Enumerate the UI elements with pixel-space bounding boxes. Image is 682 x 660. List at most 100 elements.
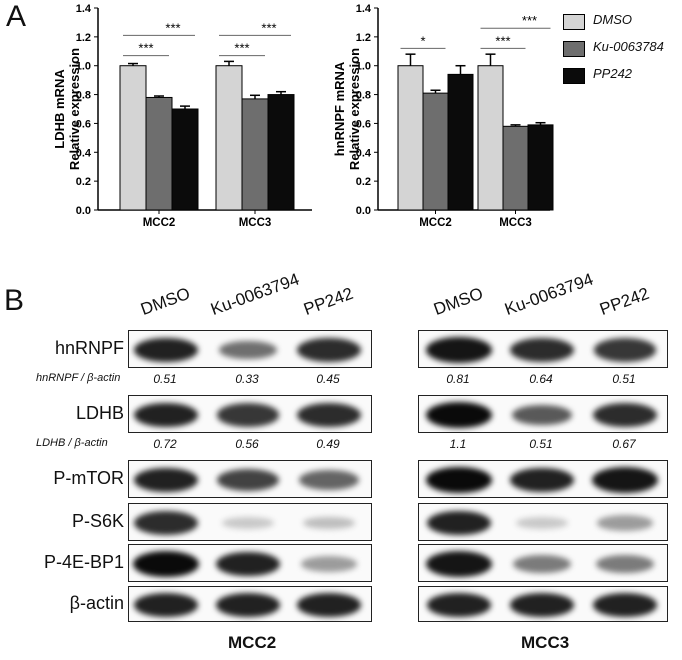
- bar: [171, 108, 199, 211]
- cell-line-label: MCC2: [228, 633, 277, 652]
- y-tick-label: 1.4: [356, 3, 372, 15]
- y-tick-label: 1.0: [356, 61, 371, 73]
- blot-strip: [128, 544, 372, 582]
- y-tick-label: 1.4: [76, 3, 92, 15]
- blot-strip: [128, 330, 372, 368]
- significance-label: ***: [495, 33, 510, 48]
- blot-band: [511, 404, 573, 426]
- ratio-value: 0.51: [612, 372, 636, 386]
- blot-band: [217, 468, 279, 492]
- blot-band: [509, 467, 575, 493]
- blot-strip: [418, 330, 668, 368]
- blot-band: [426, 510, 492, 536]
- ratio-label: LDHB / β-actin: [36, 437, 108, 449]
- x-category-label: MCC3: [499, 217, 532, 229]
- blot-band: [426, 551, 492, 577]
- y-tick-label: 0.6: [76, 118, 91, 130]
- column-header: DMSO: [431, 283, 486, 320]
- blot-band: [133, 402, 199, 428]
- bar: [267, 94, 295, 211]
- column-header: Ku-0063794: [208, 269, 302, 320]
- ratio-value: 0.72: [153, 437, 177, 451]
- y-tick-label: 0.4: [76, 147, 92, 159]
- blot-band: [426, 466, 492, 494]
- significance-label: ***: [261, 20, 276, 35]
- legend-swatch-pp242: [563, 68, 585, 84]
- blot-band: [297, 337, 361, 362]
- blot-band: [133, 593, 199, 617]
- y-tick-label: 1.0: [76, 61, 91, 73]
- ratio-value: 0.51: [153, 372, 177, 386]
- bar: [119, 65, 147, 211]
- ldhb-mrna-chart: LDHB mRNA Relative expression 0.0 0.2 0.4 0.6…: [52, 3, 312, 229]
- column-header: Ku-0063794: [502, 269, 596, 320]
- blot-row-label: LDHB: [75, 403, 124, 423]
- blot-band: [592, 467, 658, 493]
- legend-label-ku: Ku-0063784: [593, 39, 664, 54]
- ratio-value: 0.67: [612, 437, 636, 451]
- blot-band: [597, 515, 653, 531]
- bar: [145, 96, 173, 211]
- blot-band: [426, 337, 492, 363]
- blot-strip: [128, 586, 372, 622]
- blot-strip: [128, 460, 372, 498]
- y-tick-label: 0.8: [356, 90, 371, 102]
- blot-band: [426, 401, 492, 429]
- y-axis-label-line1: hnRNPF mRNA: [332, 61, 347, 156]
- bar: [527, 124, 554, 211]
- blot-band: [593, 402, 657, 427]
- bar: [502, 125, 529, 211]
- blot-row-label: β-actin: [69, 593, 124, 613]
- blot-band: [133, 550, 199, 578]
- blot-band: [509, 593, 575, 617]
- bar: [397, 65, 424, 211]
- blot-band: [426, 593, 492, 617]
- blot-band: [301, 556, 357, 572]
- ratio-label: hnRNPF / β-actin: [36, 372, 121, 384]
- blot-band: [593, 338, 657, 362]
- ratio-value: 0.64: [529, 372, 553, 386]
- blot-band: [302, 516, 356, 530]
- blot-band: [513, 554, 571, 574]
- blot-band: [296, 593, 362, 617]
- blot-band: [215, 551, 281, 577]
- bar: [477, 65, 504, 211]
- blot-band: [299, 470, 359, 490]
- blot-band: [222, 516, 274, 530]
- y-tick-label: 1.2: [76, 32, 91, 44]
- blot-strip: [128, 503, 372, 541]
- x-category-label: MCC2: [143, 217, 176, 229]
- blot-band: [218, 340, 278, 360]
- panel-b-letter: B: [4, 284, 25, 317]
- y-axis-label-line1: LDHB mRNA: [52, 69, 67, 149]
- y-tick-label: 0.6: [356, 118, 371, 130]
- significance-label: ***: [522, 13, 537, 28]
- blot-band: [297, 402, 361, 427]
- blot-band: [516, 516, 568, 530]
- column-header: PP242: [301, 283, 356, 320]
- blot-band: [510, 337, 574, 362]
- blot-strip: [418, 503, 668, 541]
- y-tick-label: 0.8: [76, 90, 91, 102]
- blot-band: [133, 337, 199, 363]
- x-category-label: MCC3: [239, 217, 272, 229]
- y-tick-label: 0.2: [76, 176, 91, 188]
- blot-strip: [418, 544, 668, 582]
- ratio-value: 0.49: [316, 437, 340, 451]
- blot-strip: [418, 586, 668, 622]
- column-header: PP242: [597, 283, 652, 320]
- y-tick-label: 0.2: [356, 176, 371, 188]
- ratio-value: 0.81: [446, 372, 470, 386]
- y-axis-label-line2: Relative expression: [347, 48, 362, 170]
- significance-label: ***: [138, 41, 153, 56]
- blot-band: [133, 467, 199, 493]
- y-axis-label-line2: Relative expression: [67, 48, 82, 170]
- bar: [422, 92, 449, 211]
- ratio-value: 0.56: [235, 437, 259, 451]
- blot-strip: [418, 395, 668, 433]
- blot-band: [592, 593, 658, 617]
- bar: [447, 73, 474, 211]
- blot-row-label: P-4E-BP1: [43, 552, 124, 572]
- significance-label: ***: [234, 41, 249, 56]
- significance-label: *: [420, 33, 425, 48]
